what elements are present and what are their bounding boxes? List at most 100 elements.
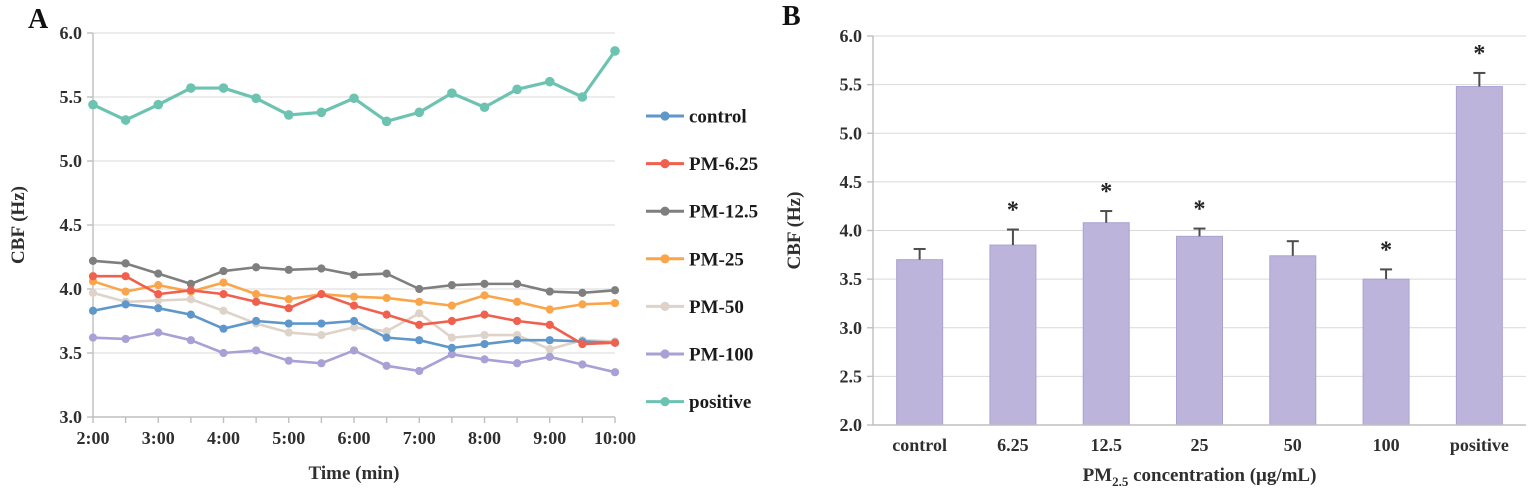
data-point-PM-50: [382, 327, 391, 336]
data-point-positive: [283, 110, 294, 120]
y-axis-tick-label: 3.5: [60, 343, 83, 363]
data-point-PM-6.25: [121, 272, 130, 281]
data-point-PM-25: [415, 297, 424, 306]
legend-item-control: control: [646, 107, 747, 128]
data-point-PM-12.5: [284, 265, 293, 274]
data-point-PM-12.5: [121, 259, 130, 268]
data-point-PM-25: [154, 281, 163, 290]
data-point-PM-100: [480, 355, 489, 364]
panel-b-label: B: [782, 1, 801, 32]
data-point-PM-12.5: [219, 266, 228, 276]
data-point-PM-6.25: [545, 320, 554, 329]
y-axis-tick-label: 3.5: [840, 269, 863, 289]
legend-label: PM-50: [689, 297, 744, 318]
data-point-PM-6.25: [186, 286, 195, 295]
bar-100: [1362, 278, 1410, 426]
y-axis-tick-label: 4.5: [60, 215, 83, 235]
legend-item-PM-50: PM-50: [646, 297, 744, 318]
y-axis-tick-label: 4.0: [60, 279, 83, 299]
y-axis-tick-label: 3.0: [840, 318, 863, 338]
data-point-positive: [479, 102, 490, 113]
y-axis-tick-label: 5.5: [840, 75, 863, 95]
data-point-control: [415, 336, 424, 345]
legend-item-positive: positive: [646, 392, 751, 413]
data-point-PM-12.5: [317, 264, 326, 273]
data-point-PM-6.25: [382, 310, 391, 319]
legend-label: PM-6.25: [689, 154, 758, 175]
data-point-PM-6.25: [317, 290, 326, 299]
data-point-PM-12.5: [578, 288, 587, 297]
y-axis-tick-label: 6.0: [840, 26, 863, 46]
data-point-positive: [447, 88, 457, 98]
data-point-control: [447, 343, 456, 352]
data-point-PM-100: [284, 356, 293, 365]
y-axis-tick-label: 2.5: [840, 366, 863, 386]
legend-label: control: [689, 107, 747, 128]
x-axis-title: Time (min): [309, 463, 400, 484]
data-point-PM-100: [382, 361, 391, 370]
data-point-PM-25: [252, 290, 261, 299]
data-point-PM-12.5: [480, 279, 489, 288]
x-axis-tick-label: 3:00: [142, 428, 175, 448]
data-point-positive: [88, 99, 98, 110]
data-point-control: [186, 310, 195, 319]
data-point-PM-12.5: [88, 256, 98, 265]
data-point-PM-6.25: [252, 297, 261, 306]
data-point-PM-100: [88, 333, 98, 342]
legend-label: positive: [689, 392, 751, 413]
data-point-PM-50: [154, 296, 163, 305]
data-point-PM-6.25: [513, 316, 522, 326]
data-point-positive: [251, 93, 261, 104]
legend-dot-marker: [660, 349, 670, 359]
data-point-PM-12.5: [382, 269, 391, 278]
x-axis-category-label: control: [892, 435, 947, 455]
data-point-positive: [544, 76, 555, 87]
data-point-positive: [120, 115, 131, 125]
legend-label: PM-12.5: [689, 202, 758, 223]
y-axis-tick-label: 2.0: [840, 415, 863, 435]
data-point-control: [513, 336, 522, 345]
data-point-PM-100: [219, 348, 228, 358]
data-point-control: [252, 316, 261, 326]
x-axis-category-label: 25: [1191, 435, 1209, 455]
data-point-PM-6.25: [578, 339, 587, 349]
data-point-PM-100: [415, 366, 424, 376]
x-axis-category-label: 12.5: [1090, 435, 1122, 455]
legend-dot-marker: [660, 301, 670, 311]
significance-asterisk: *: [1007, 198, 1019, 224]
line-chart-panel-a: 3.0 3.5 4.0 4.5 5.0 5.5 6.0 2:00 3:00 4:00 5:00 6:0…: [8, 23, 758, 484]
data-point-positive: [577, 92, 588, 102]
legend-item-PM-6.25: PM-6.25: [646, 154, 758, 175]
data-point-PM-6.25: [284, 304, 293, 313]
data-point-PM-6.25: [610, 338, 620, 347]
x-axis-tick-label: 9:00: [533, 428, 566, 448]
data-point-PM-100: [121, 334, 130, 344]
data-point-PM-12.5: [349, 270, 359, 280]
data-point-PM-6.25: [219, 290, 228, 299]
x-axis-category-label: 100: [1373, 435, 1400, 455]
data-point-PM-100: [186, 336, 195, 345]
data-point-PM-100: [252, 346, 261, 355]
y-axis-title: CBF (Hz): [784, 192, 805, 270]
data-point-PM-12.5: [154, 269, 163, 278]
data-point-PM-12.5: [447, 281, 456, 290]
data-point-PM-50: [415, 309, 424, 318]
data-point-PM-12.5: [415, 284, 424, 294]
data-point-PM-25: [382, 293, 391, 303]
data-point-PM-50: [88, 288, 98, 297]
legend-item-PM-25: PM-25: [646, 249, 744, 270]
data-point-PM-25: [513, 297, 522, 306]
data-point-PM-100: [578, 360, 587, 369]
data-point-PM-100: [545, 352, 554, 361]
y-axis-tick-label: 5.5: [60, 87, 83, 107]
legend-dot-marker: [660, 254, 670, 264]
data-point-PM-25: [545, 305, 554, 314]
panel-a-label: A: [28, 4, 49, 35]
data-point-PM-25: [284, 295, 293, 304]
bar-control: [896, 259, 944, 426]
legend-item-PM-12.5: PM-12.5: [646, 202, 758, 223]
data-point-control: [382, 333, 391, 342]
bar-12.5: [1082, 222, 1130, 426]
data-point-PM-50: [186, 295, 195, 304]
data-point-PM-50: [284, 328, 293, 337]
